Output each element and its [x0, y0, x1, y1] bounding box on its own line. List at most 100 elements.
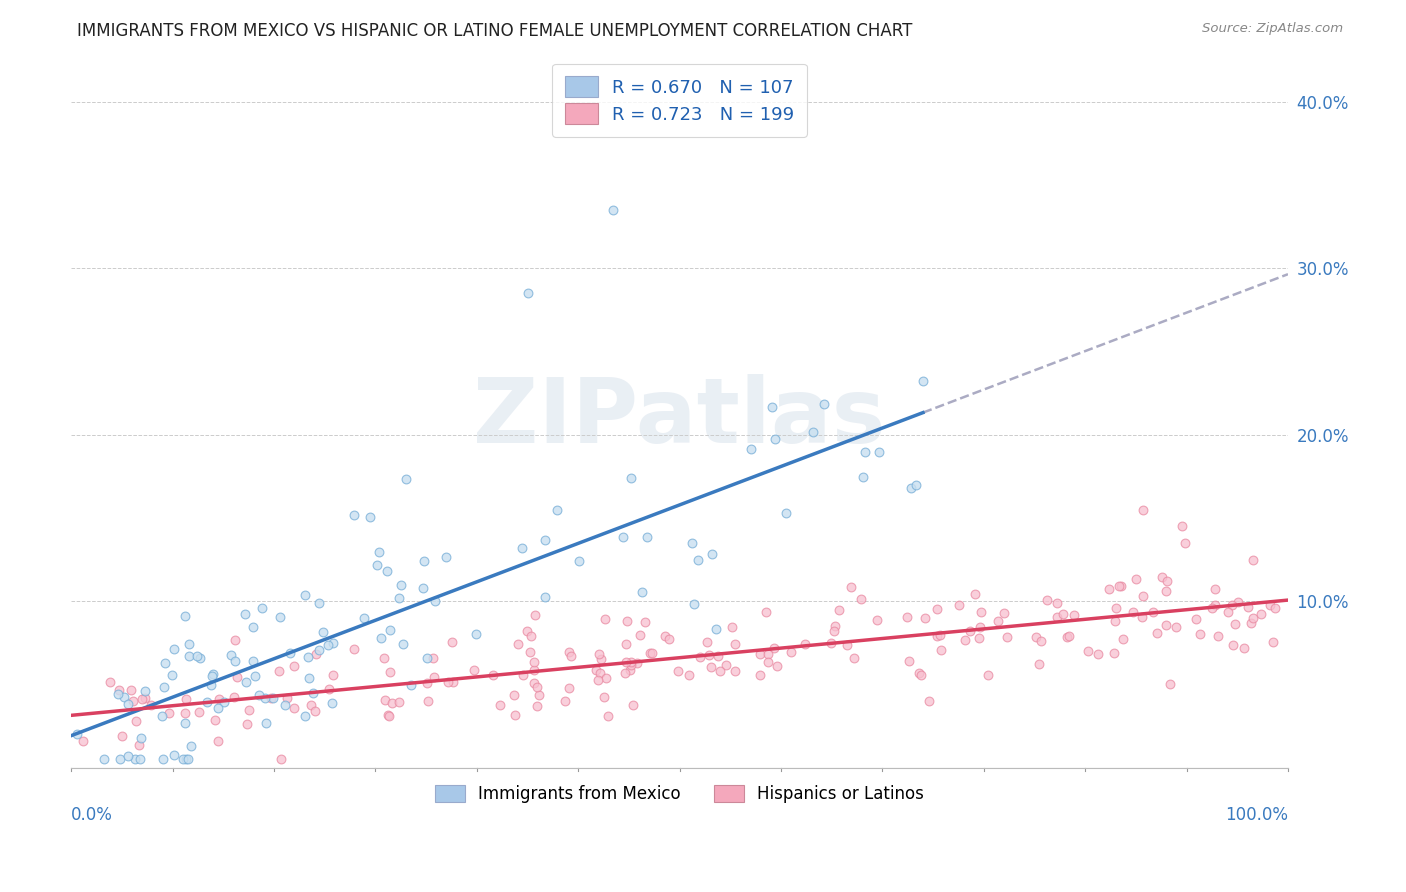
Point [254, 690, 277, 705]
Point [1130, 610, 1153, 624]
Point [842, 651, 865, 665]
Point [1111, 632, 1133, 647]
Point [1189, 627, 1212, 641]
Point [602, 202, 624, 217]
Point [131, 692, 153, 706]
Point [589, 652, 612, 666]
Point [381, 696, 404, 710]
Point [163, 641, 186, 656]
Point [389, 578, 412, 592]
Point [153, 656, 176, 670]
Point [700, 660, 723, 674]
Point [904, 477, 927, 491]
Point [1261, 635, 1284, 649]
Point [72, 734, 94, 748]
Point [202, 666, 225, 681]
Point [224, 654, 246, 668]
Point [186, 648, 208, 663]
Point [93, 752, 115, 766]
Point [367, 545, 389, 559]
Point [247, 688, 270, 702]
Point [1154, 583, 1177, 598]
Point [1057, 629, 1080, 643]
Point [1125, 572, 1147, 586]
Point [714, 657, 737, 672]
Point [519, 644, 541, 658]
Point [250, 600, 273, 615]
Point [321, 696, 343, 710]
Point [370, 632, 392, 646]
Point [399, 678, 422, 692]
Point [1063, 607, 1085, 622]
Point [117, 748, 139, 763]
Point [153, 680, 176, 694]
Point [129, 731, 152, 745]
Point [298, 671, 321, 685]
Point [318, 681, 340, 696]
Point [482, 667, 505, 681]
Point [377, 707, 399, 722]
Point [162, 668, 184, 682]
Point [1052, 607, 1074, 622]
Point [201, 669, 224, 683]
Point [959, 624, 981, 639]
Point [523, 663, 546, 677]
Point [689, 650, 711, 665]
Point [124, 752, 146, 766]
Point [557, 681, 579, 695]
Point [441, 674, 464, 689]
Point [1031, 633, 1053, 648]
Point [558, 645, 581, 659]
Point [612, 530, 634, 544]
Point [666, 664, 689, 678]
Point [283, 700, 305, 714]
Point [463, 663, 485, 677]
Point [586, 673, 609, 687]
Point [238, 703, 260, 717]
Point [911, 374, 934, 388]
Point [226, 670, 249, 684]
Point [441, 635, 464, 649]
Point [1264, 600, 1286, 615]
Point [976, 668, 998, 682]
Point [837, 638, 859, 652]
Point [1045, 596, 1067, 610]
Point [969, 605, 991, 619]
Point [523, 675, 546, 690]
Point [207, 701, 229, 715]
Point [839, 580, 862, 594]
Point [865, 613, 887, 627]
Point [294, 708, 316, 723]
Point [900, 482, 922, 496]
Point [378, 709, 401, 723]
Point [1104, 614, 1126, 628]
Point [322, 667, 344, 681]
Point [270, 752, 292, 766]
Point [801, 425, 824, 439]
Point [254, 715, 277, 730]
Point [963, 587, 986, 601]
Point [681, 536, 703, 550]
Legend: Immigrants from Mexico, Hispanics or Latinos: Immigrants from Mexico, Hispanics or Lat… [426, 777, 932, 812]
Point [824, 624, 846, 638]
Point [526, 680, 548, 694]
Point [852, 470, 875, 484]
Point [489, 698, 512, 713]
Point [688, 552, 710, 566]
Point [775, 506, 797, 520]
Point [969, 620, 991, 634]
Point [301, 686, 323, 700]
Point [308, 643, 330, 657]
Point [598, 709, 620, 723]
Point [634, 615, 657, 629]
Point [395, 472, 418, 486]
Point [1240, 616, 1263, 631]
Point [620, 658, 643, 673]
Point [682, 597, 704, 611]
Point [1098, 582, 1121, 596]
Point [412, 581, 434, 595]
Point [1142, 606, 1164, 620]
Point [219, 648, 242, 663]
Point [853, 445, 876, 459]
Point [299, 698, 322, 712]
